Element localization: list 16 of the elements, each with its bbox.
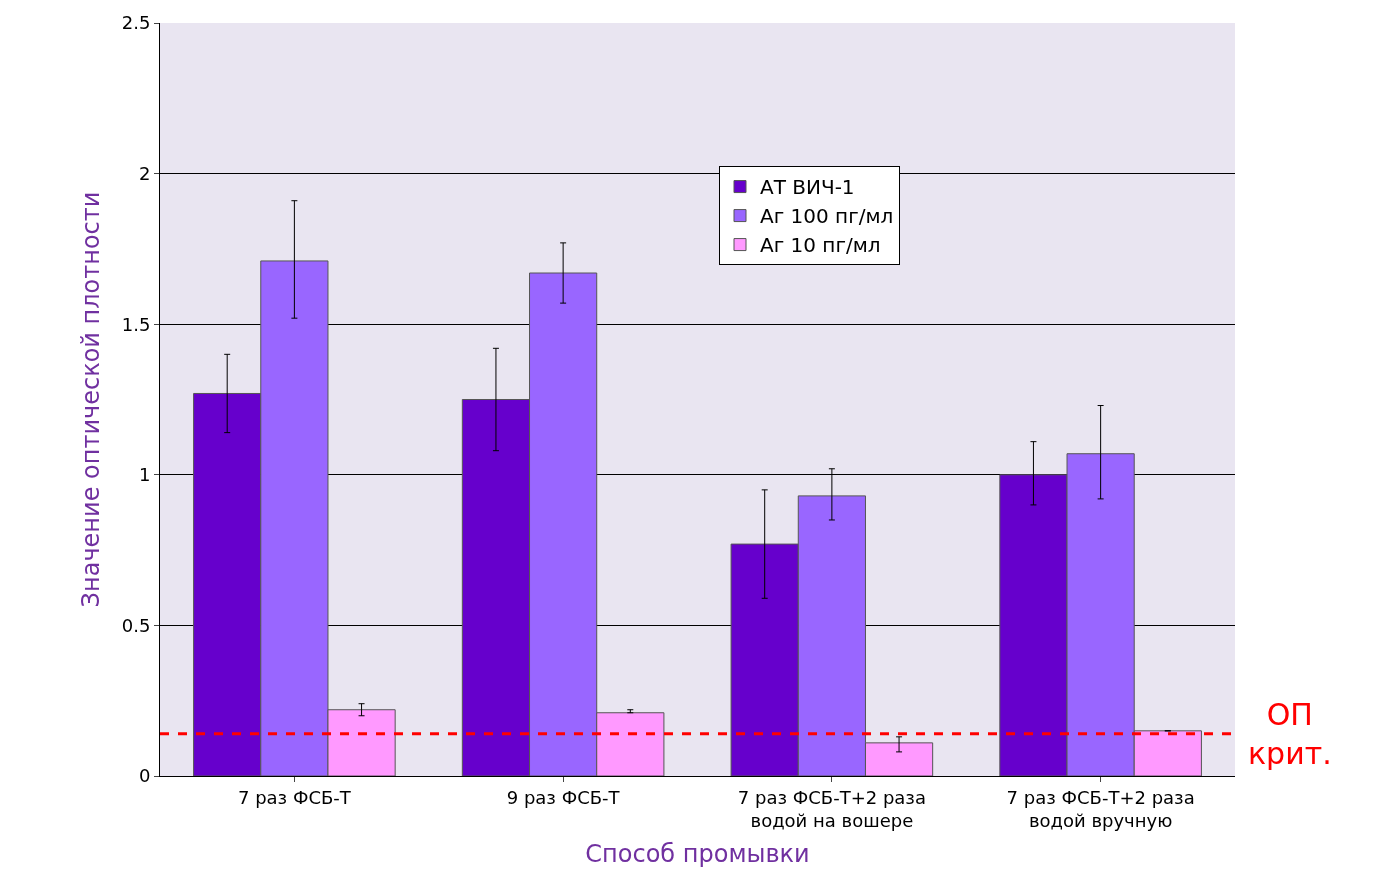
ref-line-label: ОП крит. <box>1248 697 1332 771</box>
x-tick-label: 7 раз ФСБ-Т+2 раза водой на вошере <box>737 786 926 831</box>
x-axis-title: Способ промывки <box>585 840 810 869</box>
legend-label: Аг 100 пг/мл <box>760 204 894 229</box>
y-tick-label: 0.5 <box>121 614 151 636</box>
x-tick-label: 7 раз ФСБ-Т <box>237 786 352 808</box>
y-tick-label: 1.5 <box>121 313 151 335</box>
legend-label: Аг 10 пг/мл <box>760 233 881 258</box>
x-tick-label: 7 раз ФСБ-Т+2 раза водой вручную <box>1006 786 1195 831</box>
y-axis-title: Значение оптической плотности <box>76 191 105 608</box>
x-tick-label: 9 раз ФСБ-Т <box>506 786 621 808</box>
y-tick-label: 2.5 <box>121 12 151 34</box>
legend-label: АТ ВИЧ-1 <box>760 175 855 200</box>
y-tick-label: 1 <box>138 464 151 486</box>
y-tick-label: 0 <box>138 765 151 787</box>
y-tick-label: 2 <box>138 162 151 184</box>
